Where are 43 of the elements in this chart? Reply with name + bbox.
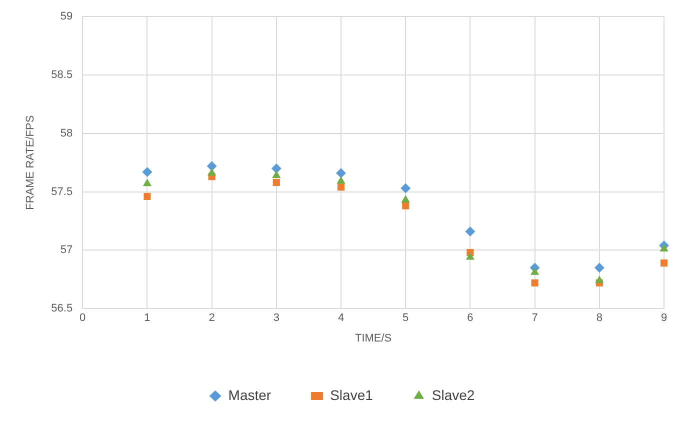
point (144, 192, 151, 200)
x-tick-label: 4 (338, 312, 344, 324)
x-tick-label: 2 (208, 312, 215, 324)
point (336, 176, 346, 184)
x-tick-label: 7 (532, 312, 538, 324)
x-tick-label: 0 (80, 312, 86, 324)
x-tick-label: 1 (144, 312, 150, 324)
x-tick-label: 5 (402, 312, 409, 324)
y-tick-label: 57.5 (51, 186, 73, 198)
point (595, 276, 604, 284)
point (206, 161, 217, 172)
point (337, 184, 345, 191)
point (142, 166, 152, 177)
point (465, 226, 476, 237)
point (401, 194, 410, 202)
x-tick-label: 6 (467, 312, 474, 324)
point (400, 183, 411, 194)
y-tick-label: 57 (60, 244, 73, 256)
x-tick-label: 9 (660, 312, 668, 324)
point (660, 260, 668, 267)
y-tick-label: 56.5 (51, 302, 73, 315)
y-tick-label: 59 (60, 10, 73, 23)
point (336, 168, 346, 178)
x-tick-label: 8 (596, 312, 602, 324)
legend-label: Slave2 (432, 386, 475, 403)
point (402, 202, 410, 210)
point (271, 163, 282, 174)
y-tick-label: 58.5 (51, 69, 73, 82)
point (272, 178, 280, 186)
point (531, 279, 538, 286)
legend-label: Master (228, 386, 272, 403)
y-tick-label: 58 (60, 127, 73, 140)
point (530, 267, 540, 275)
point (466, 252, 475, 260)
x-axis-title: TIME/S (354, 332, 392, 344)
point (660, 244, 668, 252)
point (594, 262, 604, 273)
x-tick-label: 3 (273, 312, 280, 324)
point (207, 168, 216, 176)
point (272, 170, 281, 178)
point (142, 178, 152, 186)
legend-label: Slave1 (330, 386, 374, 403)
y-axis-title: FRAME RATE/FPS (24, 115, 37, 210)
